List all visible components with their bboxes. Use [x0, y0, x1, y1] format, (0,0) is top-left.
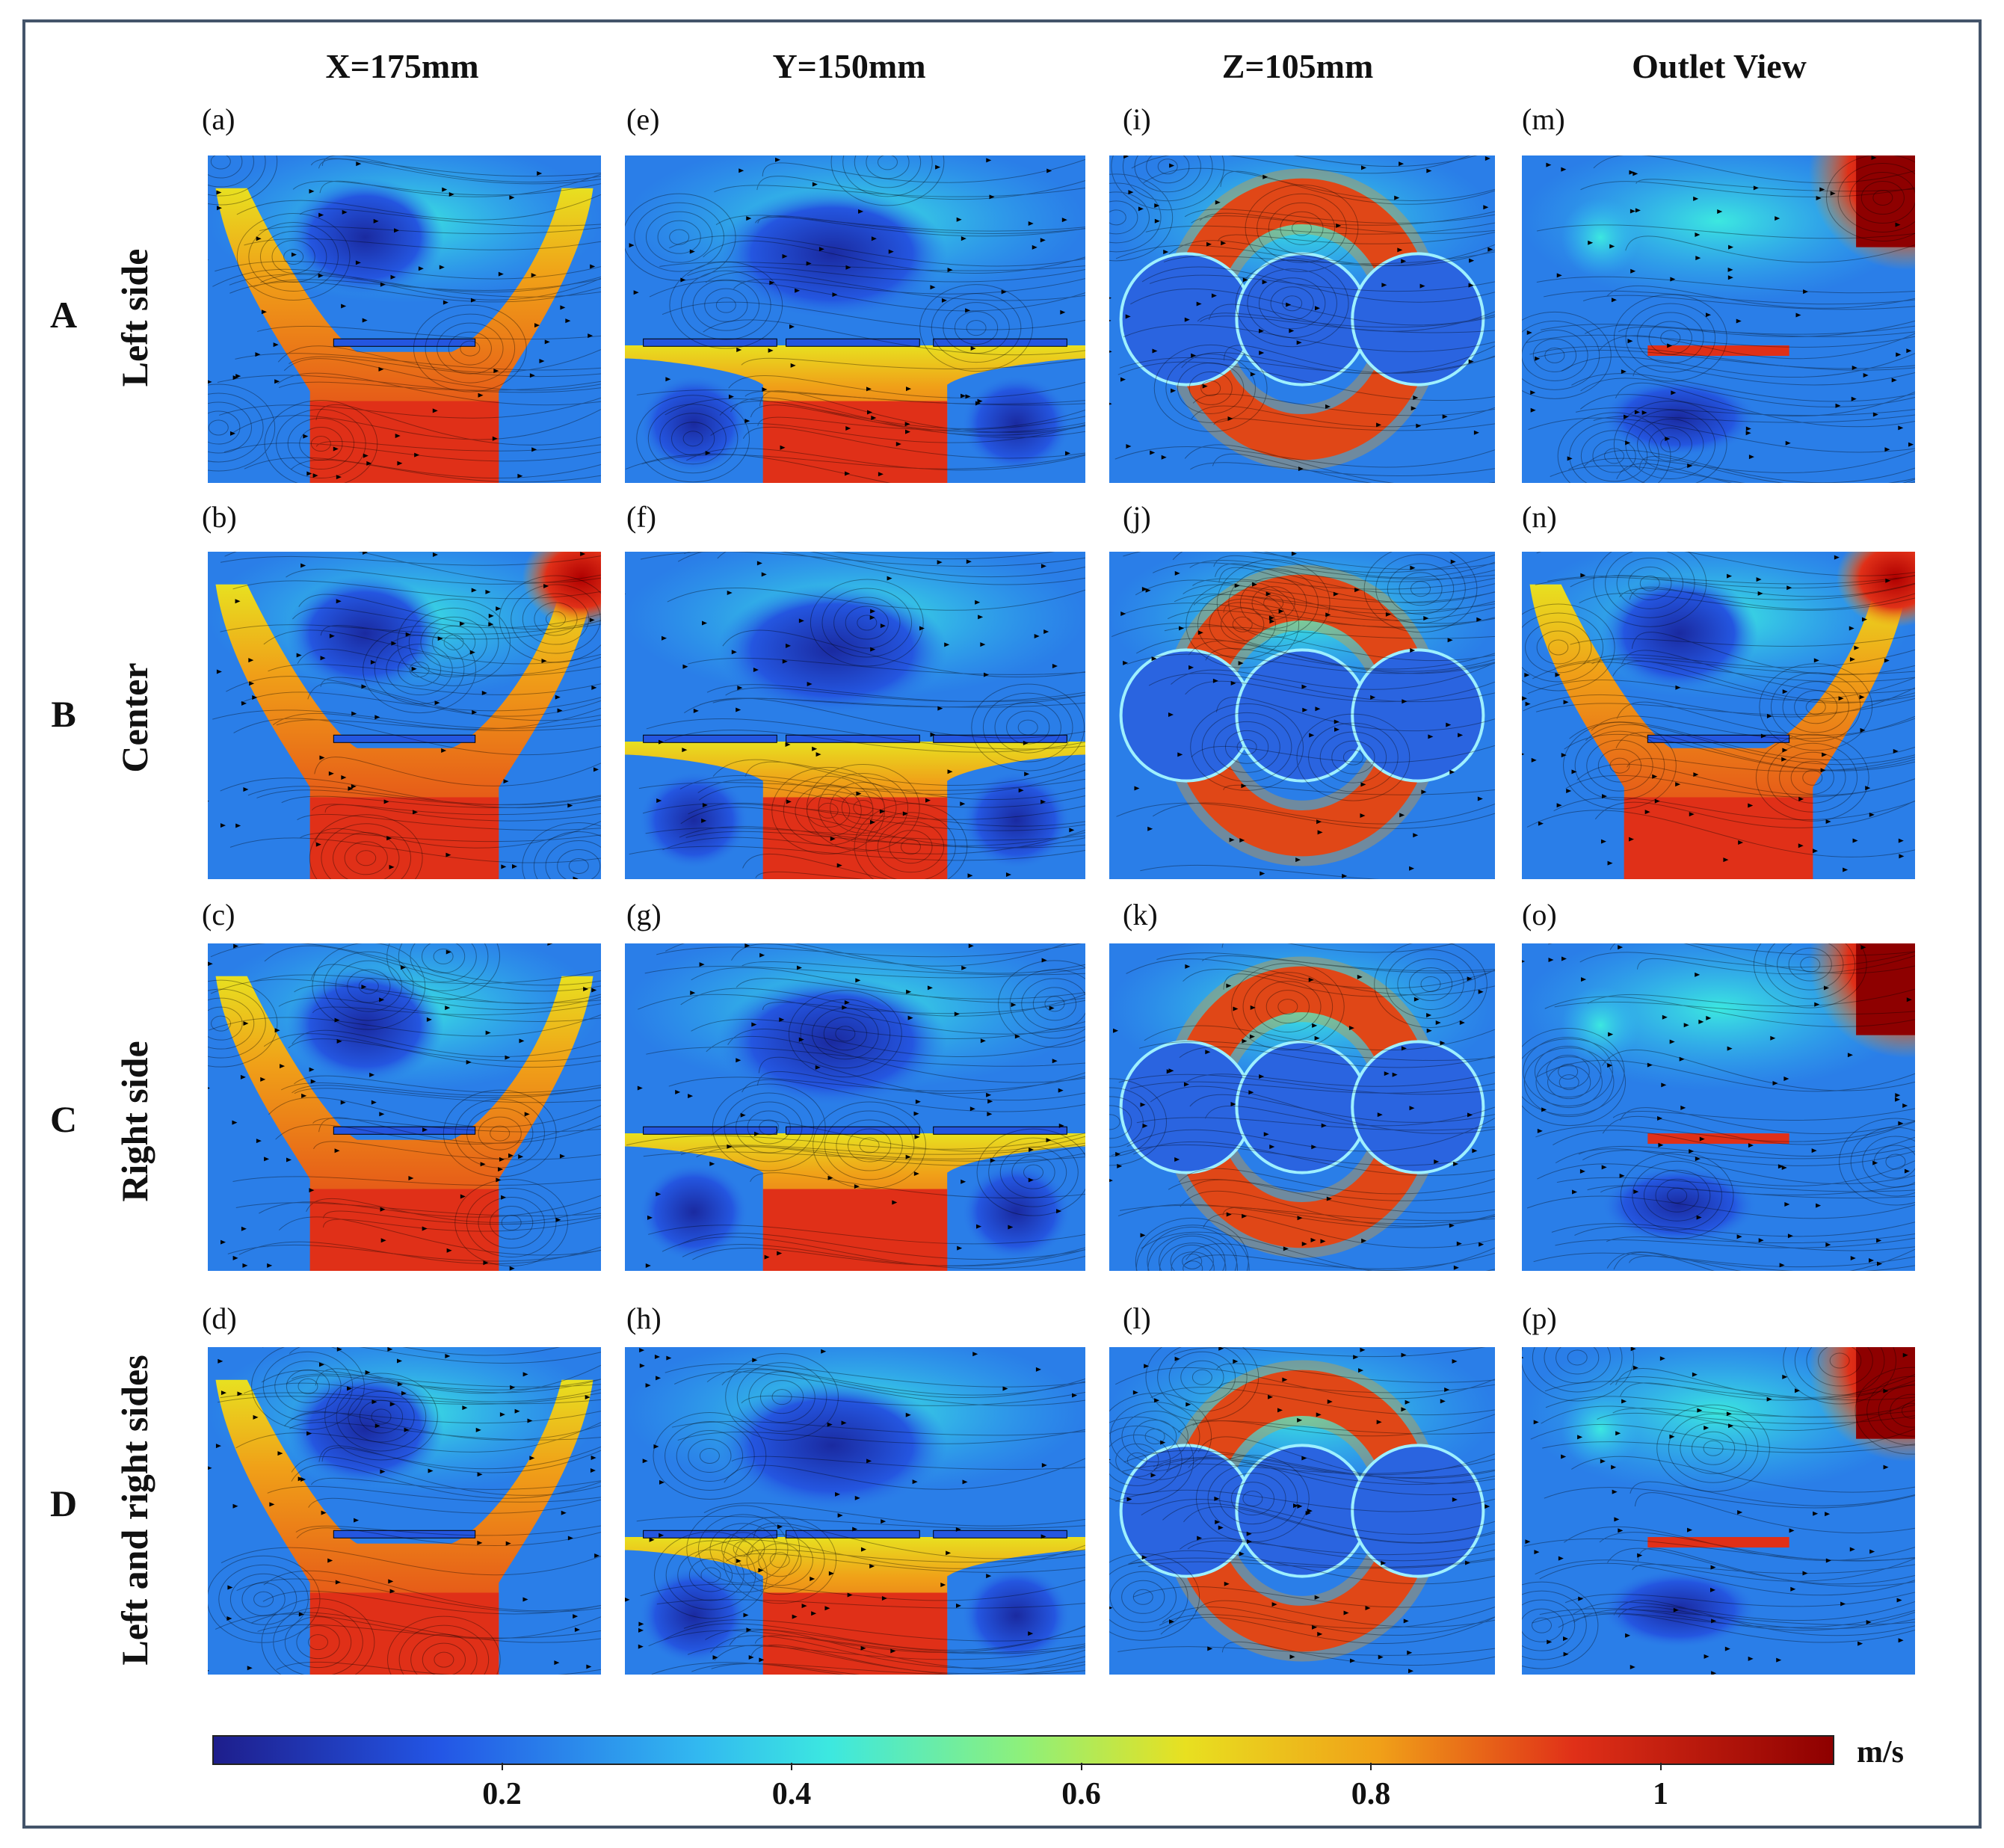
colorbar-tick-mark: [1370, 1763, 1372, 1770]
column-title-y: Y=150mm: [772, 47, 926, 85]
panel-p: [1522, 1347, 1915, 1675]
colorbar-unit: m/s: [1857, 1735, 1904, 1770]
panel-label-c: (c): [202, 898, 235, 931]
panel-label-e: (e): [626, 102, 660, 136]
panel-label-g: (g): [626, 898, 662, 931]
panel-label-d: (d): [202, 1302, 237, 1335]
panel-label-p: (p): [1522, 1302, 1557, 1335]
panel-b: [208, 552, 601, 879]
row-label-d-wrap: Left and right sides: [105, 1316, 164, 1704]
row-label-b: Center: [114, 662, 155, 773]
column-title-z: Z=105mm: [1221, 47, 1374, 85]
panel-label-a: (a): [202, 102, 235, 136]
row-letter-b: B: [51, 693, 76, 735]
figure-frame: [22, 19, 1982, 1829]
row-label-c: Right side: [114, 1041, 155, 1202]
row-label-d: Left and right sides: [114, 1355, 155, 1666]
panel-label-i: (i): [1123, 102, 1151, 136]
panel-e: [625, 155, 1085, 483]
colorbar-tick-label: 1: [1653, 1777, 1668, 1811]
panel-l: [1109, 1347, 1495, 1675]
colorbar-tick-mark: [501, 1763, 503, 1770]
row-label-a: Left side: [114, 248, 155, 387]
row-label-a-wrap: Left side: [105, 153, 164, 482]
colorbar: [212, 1735, 1834, 1765]
panel-i: [1109, 155, 1495, 483]
panel-label-n: (n): [1522, 500, 1557, 534]
panel-m: [1522, 155, 1915, 483]
panel-label-h: (h): [626, 1302, 662, 1335]
panel-label-m: (m): [1522, 102, 1565, 136]
colorbar-tick-mark: [791, 1763, 792, 1770]
panel-d: [208, 1347, 601, 1675]
panel-f: [625, 552, 1085, 879]
panel-j: [1109, 552, 1495, 879]
row-label-c-wrap: Right side: [105, 957, 164, 1286]
panel-h: [625, 1347, 1085, 1675]
panel-o: [1522, 943, 1915, 1271]
colorbar-tick-mark: [1080, 1763, 1082, 1770]
panel-label-l: (l): [1123, 1302, 1151, 1335]
panel-label-f: (f): [626, 500, 656, 534]
column-title-outlet: Outlet View: [1632, 47, 1807, 85]
panel-label-k: (k): [1123, 898, 1158, 931]
column-title-x: X=175mm: [325, 47, 479, 85]
panel-label-b: (b): [202, 500, 237, 534]
panel-k: [1109, 943, 1495, 1271]
colorbar-tick-label: 0.6: [1061, 1777, 1101, 1811]
colorbar-tick-label: 0.4: [771, 1777, 812, 1811]
panel-n: [1522, 552, 1915, 879]
panel-a: [208, 155, 601, 483]
row-letter-a: A: [49, 294, 78, 336]
colorbar-tick-label: 0.2: [482, 1777, 522, 1811]
row-letter-d: D: [49, 1482, 78, 1524]
panel-c: [208, 943, 601, 1271]
row-letter-c: C: [49, 1098, 78, 1140]
row-label-b-wrap: Center: [105, 553, 164, 882]
colorbar-tick-label: 0.8: [1351, 1777, 1391, 1811]
panel-g: [625, 943, 1085, 1271]
panel-label-o: (o): [1522, 898, 1557, 931]
panel-label-j: (j): [1123, 500, 1151, 534]
colorbar-tick-mark: [1659, 1763, 1662, 1770]
